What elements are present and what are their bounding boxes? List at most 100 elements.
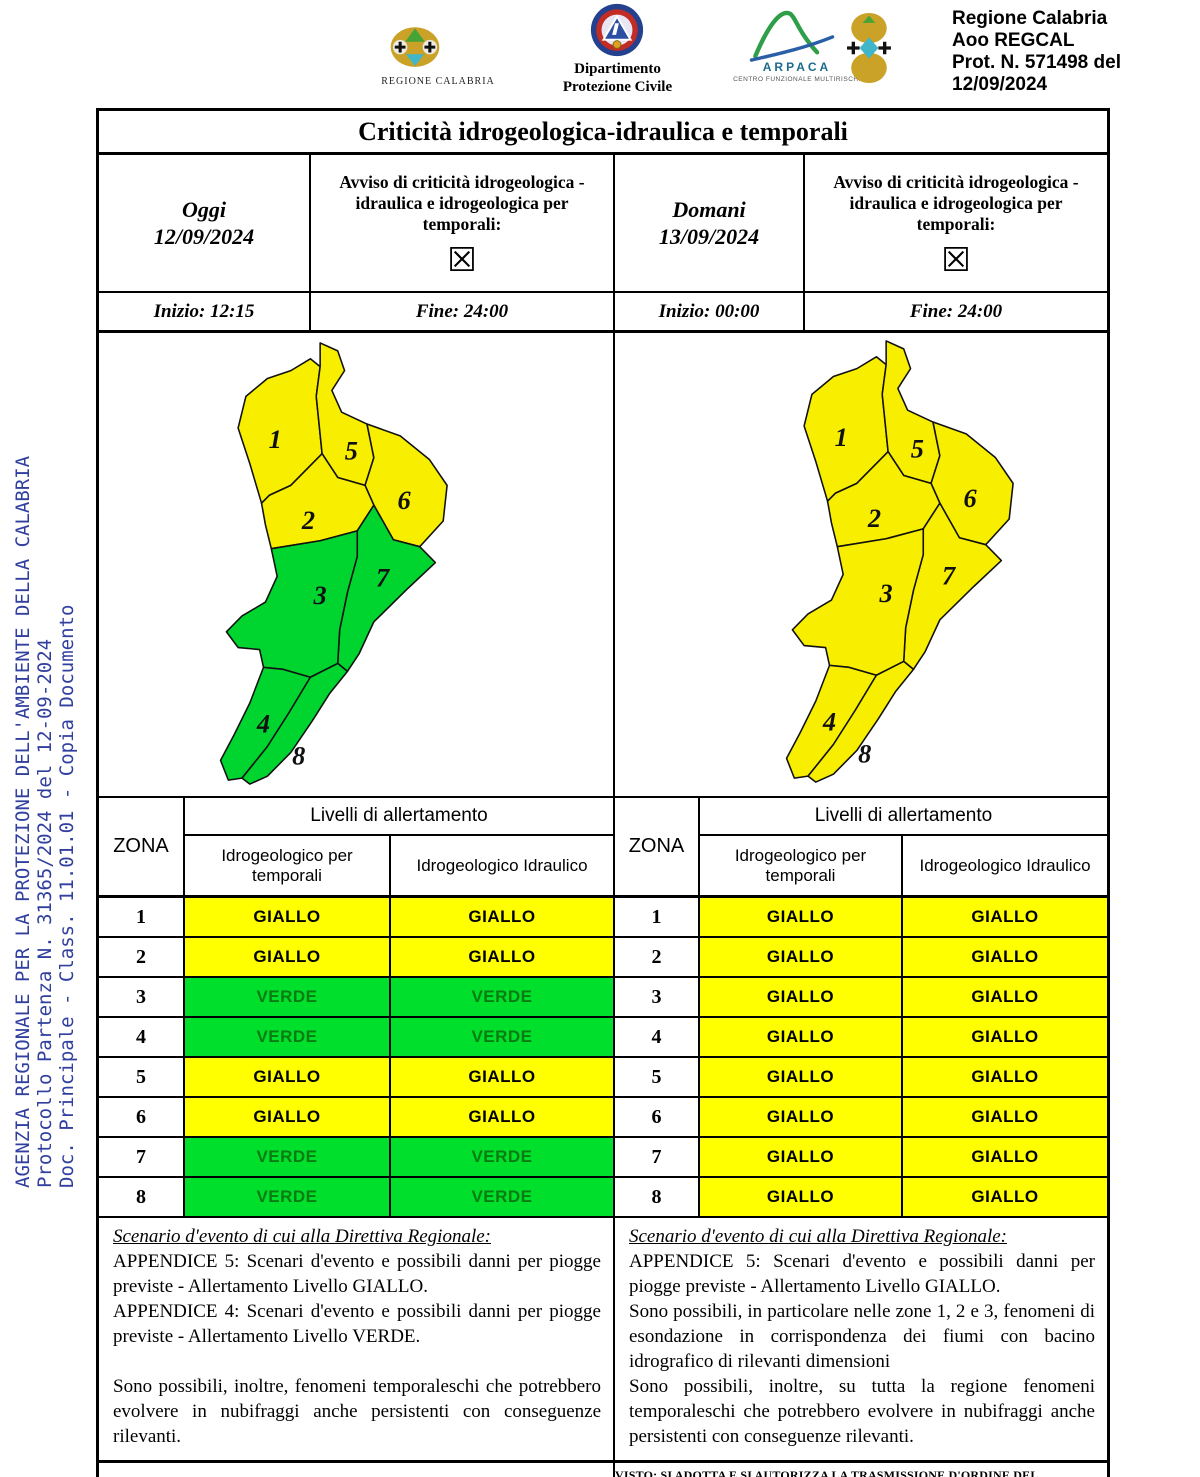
alert-level-cell: GIALLO [903,1178,1107,1218]
regione-calabria-logo-icon [390,27,440,67]
today-map-cell: 1 2 3 4 5 6 7 8 [99,333,615,796]
today-label: Oggi [182,197,226,222]
scenario-heading: Scenario d'evento di cui alla Direttiva … [629,1226,1007,1247]
alert-level-cell: VERDE [391,1178,613,1218]
protezione-civile-logo-icon [590,3,644,57]
arpacal-name: ARPACA [762,60,832,74]
alert-tables-row: ZONA Livelli di allertamento Idrogeologi… [99,798,1107,1218]
map-zone-2 [260,452,375,550]
alert-level-cell: GIALLO [903,978,1107,1018]
today-avviso-cell: Avviso di criticità idrogeologica - idra… [311,155,615,293]
map-zone-label: 4 [256,708,270,738]
zona-header: ZONA [615,798,700,898]
map-zone-label: 7 [942,560,957,590]
map-zone-label: 2 [867,503,881,533]
alert-level-cell: GIALLO [700,938,903,978]
alert-level-cell: GIALLO [700,978,903,1018]
alert-level-cell: GIALLO [903,938,1107,978]
alert-level-cell: GIALLO [391,1098,613,1138]
map-zone-8 [807,660,915,783]
map-zone-label: 8 [292,740,305,770]
today-date: 12/09/2024 [153,224,255,249]
protocol-line: Aoo REGCAL [952,30,1075,51]
zone-number: 2 [99,938,185,978]
alert-level-cell: GIALLO [391,1058,613,1098]
map-zone-label: 5 [345,435,358,465]
day-info-grid: Oggi 12/09/2024 Avviso di criticità idro… [99,155,1107,333]
alert-table-today: ZONA Livelli di allertamento Idrogeologi… [99,798,615,1218]
tomorrow-date-cell: Domani 13/09/2024 [615,155,805,293]
today-avviso-checkbox: ☒ [447,239,477,279]
alert-level-cell: VERDE [185,1178,391,1218]
alert-level-cell: GIALLO [185,898,391,938]
scenario-paragraph: APPENDICE 4: Scenari d'evento e possibil… [113,1301,601,1347]
alert-level-cell: VERDE [391,1138,613,1178]
protocol-header: Regione Calabria Aoo REGCAL Prot. N. 571… [952,8,1200,96]
tomorrow-avviso-cell: Avviso di criticità idrogeologica - idra… [805,155,1107,293]
today-fine: Fine: 24:00 [311,293,615,333]
alert-level-cell: GIALLO [185,1058,391,1098]
arpacal-subtitle: CENTRO FUNZIONALE MULTIRISCHI [733,76,861,83]
col-header-idraulico: Idrogeologico Idraulico [391,836,613,898]
zone-number: 6 [615,1098,700,1138]
scenario-row: Scenario d'evento di cui alla Direttiva … [99,1218,1107,1460]
protocol-line: Prot. N. 571498 del 12/09/2024 [952,52,1121,95]
scenario-paragraph: Sono possibili, in particolare nelle zon… [629,1301,1095,1372]
alert-level-cell: GIALLO [903,1058,1107,1098]
map-zone-label: 6 [964,483,978,513]
visto-text: VISTO: SI ADOTTA E SI AUTORIZZA LA TRASM… [615,1468,1038,1477]
alert-level-cell: GIALLO [700,1058,903,1098]
map-zone-label: 1 [835,422,848,452]
scenario-tomorrow: Scenario d'evento di cui alla Direttiva … [615,1218,1107,1460]
map-zone-label: 7 [376,562,391,592]
scenario-today: Scenario d'evento di cui alla Direttiva … [99,1218,615,1460]
map-zone-2 [826,450,941,548]
today-avviso-text: Avviso di criticità idrogeologica - idra… [339,171,585,234]
zone-number: 4 [99,1018,185,1058]
footer-row: VISTO: SI ADOTTA E SI AUTORIZZA LA TRASM… [99,1460,1107,1477]
sidebar-line: AGENZIA REGIONALE PER LA PROTEZIONE DELL… [12,455,34,1188]
protocol-sidebar: AGENZIA REGIONALE PER LA PROTEZIONE DELL… [12,426,78,1188]
col-header-idraulico: Idrogeologico Idraulico [903,836,1107,898]
alert-level-cell: GIALLO [700,1098,903,1138]
zone-number: 7 [615,1138,700,1178]
regione-calabria-caption: REGIONE CALABRIA [381,76,495,87]
alert-level-cell: VERDE [391,978,613,1018]
header: REGIONE CALABRIA Dipartimento Protezione… [0,0,1200,106]
tomorrow-label: Domani [672,197,746,222]
alert-level-cell: GIALLO [700,1178,903,1218]
footer-empty-cell [99,1463,615,1477]
alert-level-cell: GIALLO [903,1018,1107,1058]
today-inizio: Inizio: 12:15 [99,293,311,333]
sidebar-line: Doc. Principale - Class. 11.01.01 - Copi… [56,604,78,1188]
alert-level-cell: GIALLO [700,898,903,938]
zone-number: 4 [615,1018,700,1058]
alert-level-cell: GIALLO [185,1098,391,1138]
calabria-zones-map-tomorrow: 1 2 3 4 5 6 7 8 [785,340,1014,783]
map-zone-label: 6 [398,485,412,515]
map-zone-label: 2 [301,505,315,535]
zone-number: 3 [99,978,185,1018]
zone-number: 7 [99,1138,185,1178]
map-zone-3 [791,528,925,677]
protezione-civile-caption: Dipartimento Protezione Civile [562,61,673,95]
alert-level-cell: GIALLO [700,1018,903,1058]
tomorrow-avviso-text: Avviso di criticità idrogeologica - idra… [833,171,1079,234]
tomorrow-fine: Fine: 24:00 [805,293,1107,333]
calabria-emblem-icon [847,12,891,84]
maps-row: 1 2 3 4 5 6 7 8 [99,333,1107,798]
zone-number: 2 [615,938,700,978]
alert-level-cell: GIALLO [903,1138,1107,1178]
map-zone-label: 8 [858,738,871,768]
tomorrow-date: 13/09/2024 [658,224,760,249]
map-zone-label: 3 [879,578,893,608]
tomorrow-map-cell: 1 2 3 4 5 6 7 8 [615,333,1107,796]
scenario-heading: Scenario d'evento di cui alla Direttiva … [113,1226,491,1247]
alert-level-cell: GIALLO [903,1098,1107,1138]
map-zone-label: 3 [313,580,327,610]
sidebar-line: Protocollo Partenza N. 31365/2024 del 12… [34,638,56,1188]
alert-level-cell: VERDE [185,1138,391,1178]
map-zone-label: 1 [269,424,282,454]
alert-level-cell: GIALLO [700,1138,903,1178]
